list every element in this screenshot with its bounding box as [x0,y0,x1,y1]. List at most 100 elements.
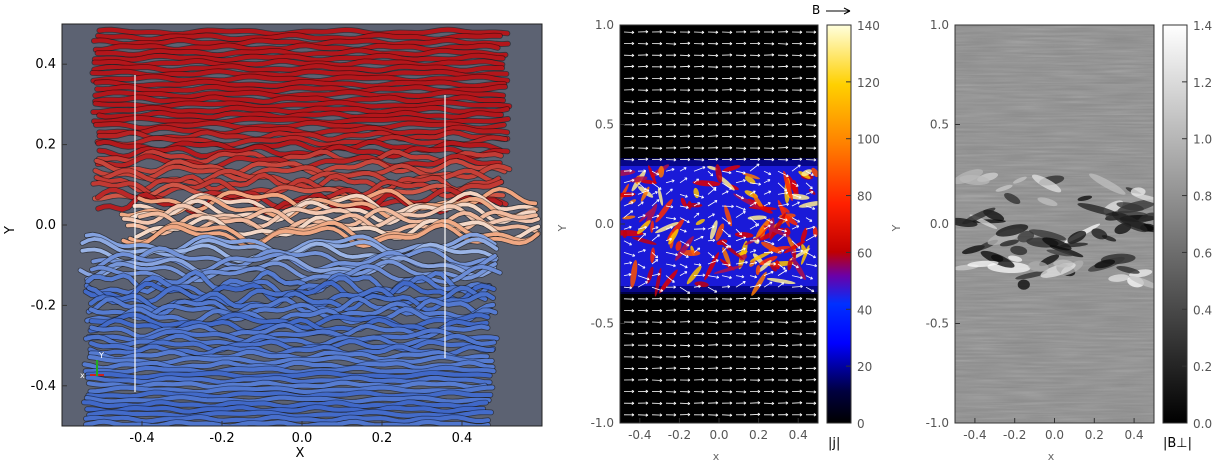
field-vector-head [729,297,733,301]
field-vector [763,271,774,276]
field-vector-head [771,297,775,301]
field-vector-head [715,331,719,336]
field-vector-head [659,135,663,139]
field-line-upper [92,182,505,204]
field-vector-head [701,76,705,80]
panel2-ticks: -0.4 -0.2 0.0 0.2 0.4 1.0 0.5 0.0 -0.5 -1.0 [591,18,808,442]
field-line-lower [82,360,495,371]
field-vector [651,286,664,292]
field-vector-head [645,413,649,417]
field-vector-head [743,157,747,161]
field-vector-head [757,30,761,34]
field-vector-head [785,64,789,69]
field-vector-head [743,236,747,240]
field-vector-head [645,343,649,347]
field-vector-head [771,42,775,46]
field-vector [693,212,700,218]
field-vector-head [785,100,789,104]
field-vector [623,179,635,184]
field-vector-head [729,65,733,69]
field-vector-head [783,233,787,237]
current-sheet [638,208,654,223]
field-vector [693,166,706,172]
field-vector-head [729,146,733,150]
field-vector-head [771,65,775,69]
current-sheet [722,165,741,172]
axes-triad: x Y [80,351,104,380]
current-sheet [695,218,705,226]
field-line-upper [97,144,510,159]
field-structure [1094,259,1116,269]
field-vector-head [813,401,817,405]
field-vector [651,215,660,218]
field-vector-head [701,42,705,46]
field-vector-head [631,343,635,347]
x-tick-label: -0.2 [1003,428,1026,442]
field-structure [1017,279,1030,290]
field-vector-head [813,123,817,127]
x-tick-label: 0.0 [709,428,728,442]
field-vector-head [799,378,803,382]
field-vector-head [659,30,663,34]
field-vector-head [645,53,649,57]
field-vector-head [731,204,734,209]
field-vector-head [643,249,646,253]
colorbar-tick-label: 100 [857,133,880,147]
field-vector-head [813,319,817,324]
field-vector-head [785,42,789,46]
field-vector-head [646,189,650,193]
field-vector-head [813,343,817,347]
field-vector-head [701,53,705,57]
field-vector [805,191,814,195]
field-vector-head [757,355,761,359]
field-line-lower [87,285,488,308]
field-vector [665,205,674,208]
colorbar-tick-label: 1.4 [1193,19,1212,33]
field-structure [1077,195,1093,202]
field-vector-head [784,188,787,192]
field-vector [721,240,732,248]
field-vector [735,136,747,138]
field-vector-head [714,200,718,203]
field-vector-head [729,42,733,46]
field-vector-head [785,53,789,57]
panel2-xlabel: x [713,450,720,461]
field-vector-head [757,65,761,69]
field-vector-head [631,401,635,405]
field-vector-head [729,390,733,394]
field-vector-head [687,354,691,359]
colorbar-tick-label: 1.0 [1193,133,1212,147]
colorbar-tick-label: 140 [857,19,880,33]
current-sheet [784,214,798,226]
field-vector [651,182,662,190]
field-vector-head [771,366,775,371]
field-vector-head [631,332,635,336]
current-sheet [709,220,718,240]
field-structure [991,254,1004,262]
x-tick-label: -0.4 [963,428,986,442]
current-sheet [692,180,721,187]
field-vector-head [743,343,747,347]
field-vector-head [684,177,688,181]
field-line-middle [132,190,539,218]
field-vector-head [729,413,733,417]
field-structure [1138,212,1154,223]
field-vector [735,211,746,218]
field-structure [995,224,1029,237]
field-vector-head [799,53,803,58]
field-vector-head [687,30,691,34]
field-vector [651,273,661,276]
field-structure [1031,174,1062,193]
y-tick-label: -0.5 [926,317,949,331]
field-vector [763,179,771,184]
field-vector-head [743,41,747,46]
field-vector-head [813,308,817,313]
field-vector [665,263,676,267]
field-vector [805,182,813,189]
current-sheet [800,227,808,243]
field-vector [735,281,746,288]
field-vector [805,205,816,210]
field-vector-head [757,343,761,347]
field-vector-head [813,53,817,57]
field-vector-head [756,239,760,243]
